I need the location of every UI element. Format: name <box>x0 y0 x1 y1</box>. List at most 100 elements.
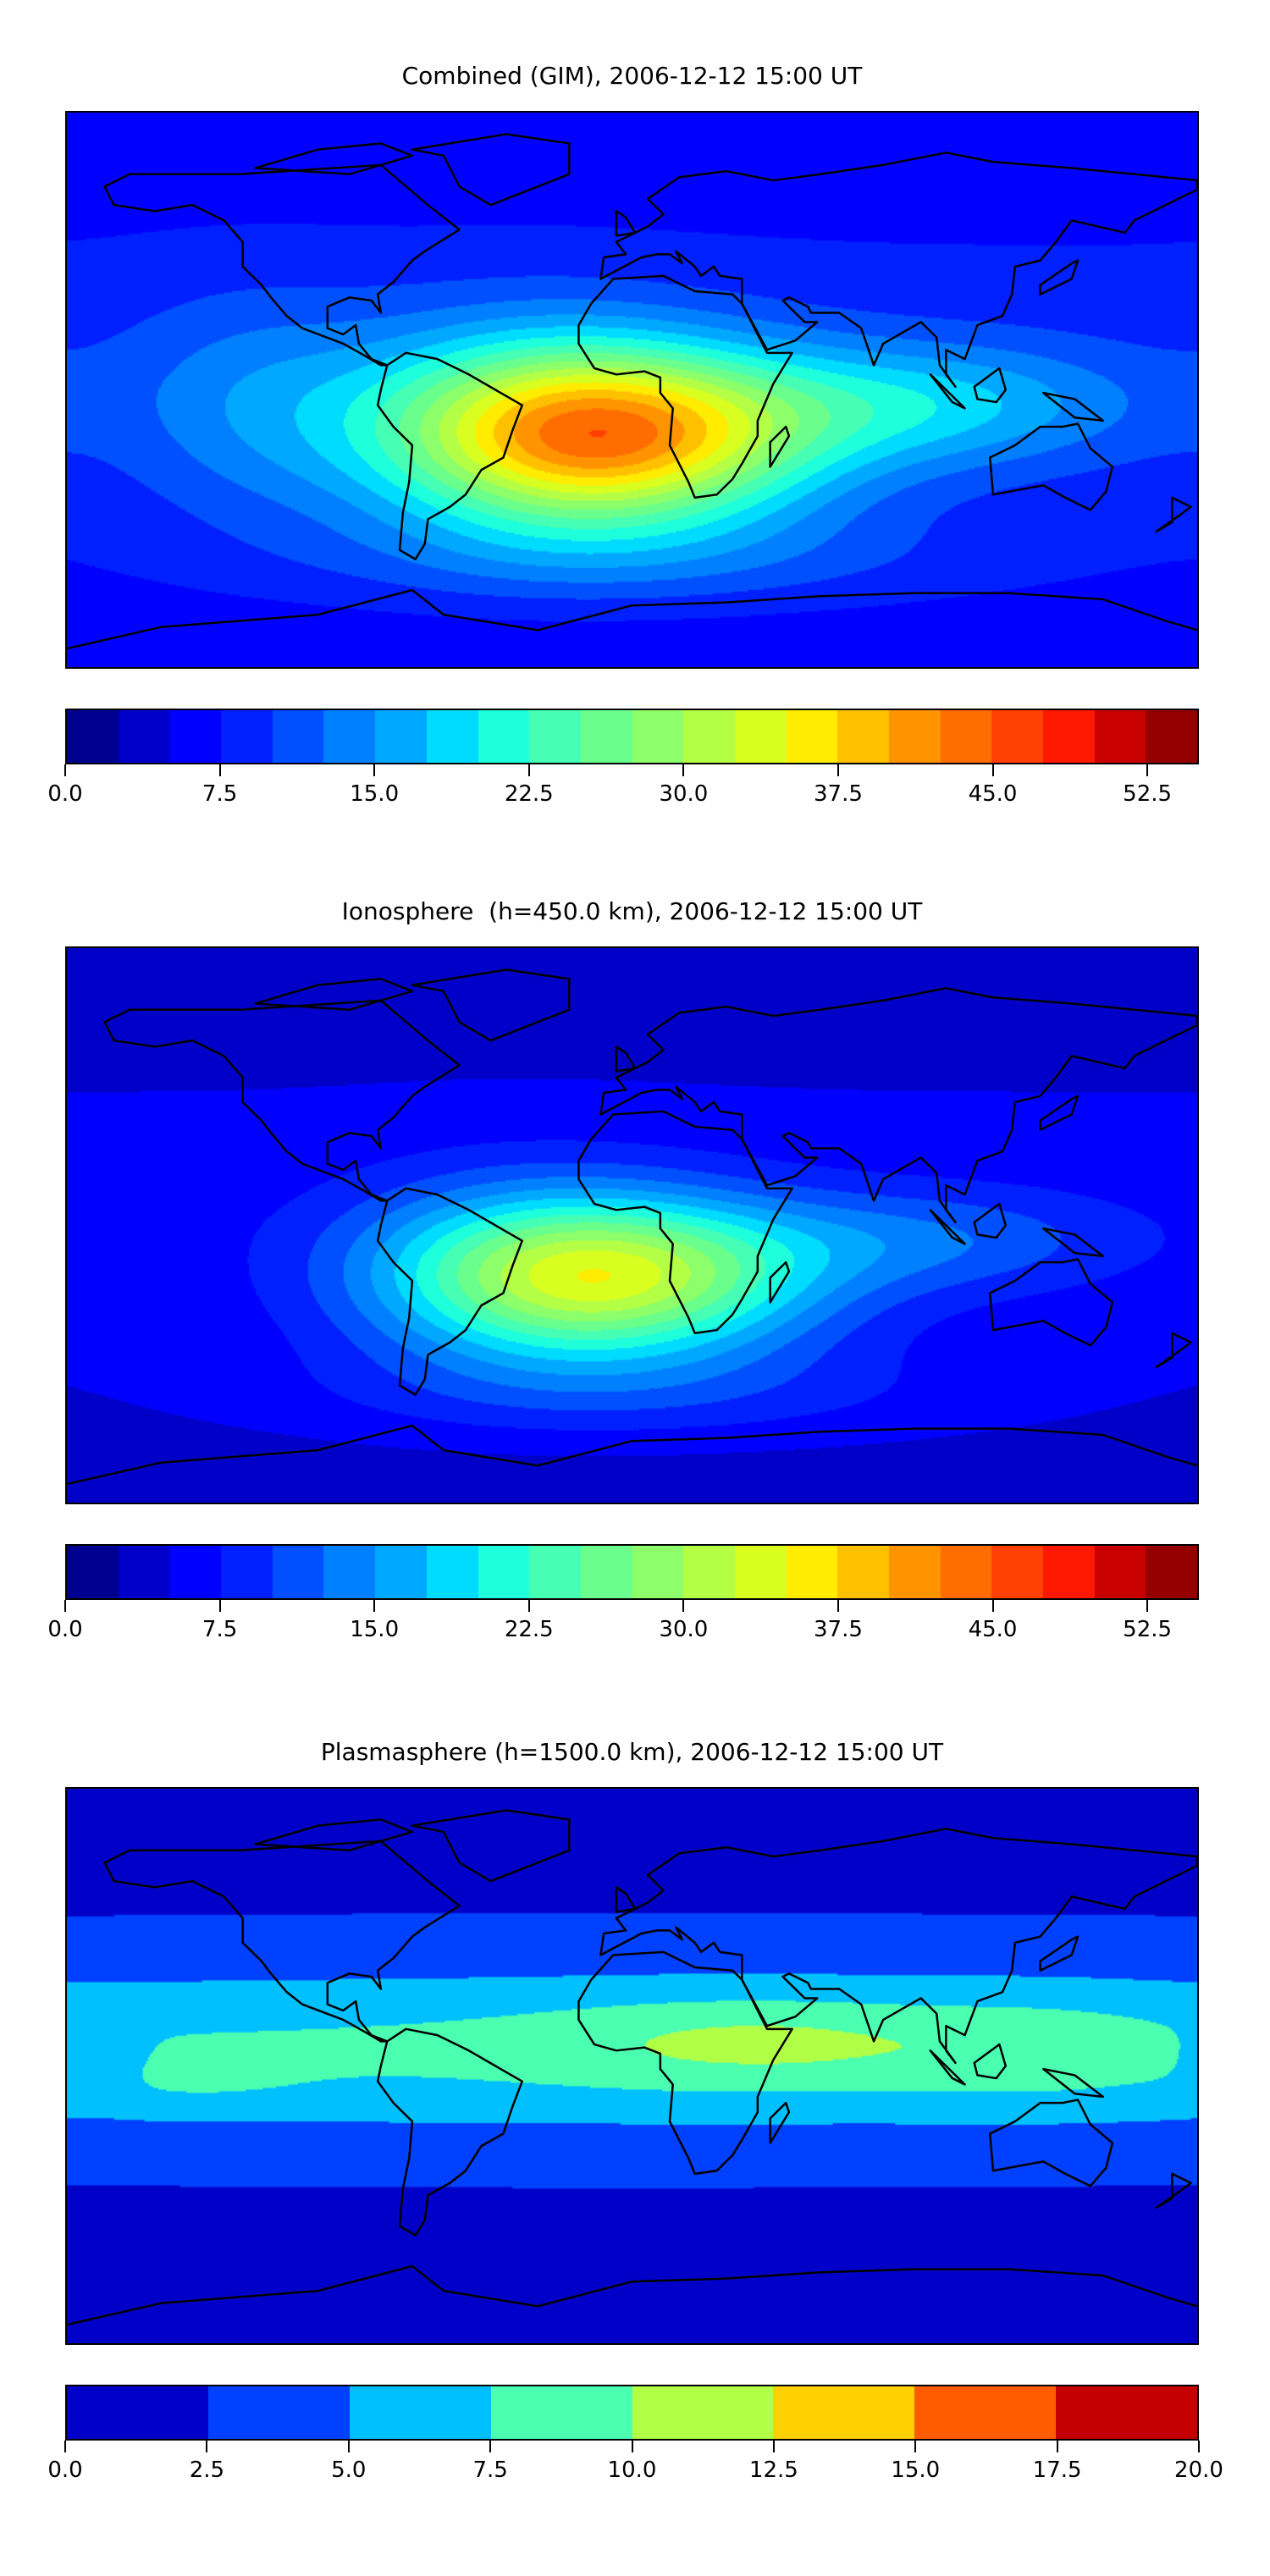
colorbar-tick <box>631 2441 633 2452</box>
colorbar-segment <box>272 1546 324 1598</box>
coastline <box>990 1260 1113 1346</box>
colorbar-segment <box>529 710 581 763</box>
colorbar-tick-label: 12.5 <box>748 2457 798 2483</box>
colorbar-segment <box>207 2386 350 2439</box>
colorbar <box>65 709 1199 764</box>
coastline <box>578 1952 792 2174</box>
coastline <box>1043 2069 1102 2097</box>
colorbar-segment <box>940 710 992 763</box>
colorbar-tick-label: 15.0 <box>350 781 400 807</box>
coastline <box>616 1887 635 1911</box>
panel-combined: Combined (GIM), 2006-12-12 15:00 UT 0.0 7… <box>0 62 1270 900</box>
coastline <box>770 1262 789 1302</box>
coastline <box>930 374 965 408</box>
colorbar-tick-label: 0.0 <box>47 1617 83 1642</box>
coastline <box>770 2103 789 2143</box>
colorbar-segment <box>375 710 427 763</box>
colorbar-tick <box>1056 2441 1058 2452</box>
colorbar-segment <box>323 1546 376 1598</box>
tec-map-combined <box>65 111 1199 669</box>
colorbar-segment <box>375 1546 427 1598</box>
colorbar-segment <box>272 710 324 763</box>
colorbar-tick-label: 15.0 <box>891 2457 941 2483</box>
colorbar-tick-label: 7.5 <box>202 781 238 807</box>
coastline <box>105 1001 460 1201</box>
coastline <box>600 988 1197 1222</box>
colorbar-segment <box>323 710 376 763</box>
colorbar-segment <box>1146 1546 1198 1598</box>
coastline <box>412 134 569 205</box>
colorbar-tick-label: 45.0 <box>968 1617 1018 1642</box>
colorbar-tick <box>837 764 839 776</box>
colorbar-segment <box>683 1546 735 1598</box>
colorbar-tick <box>527 764 530 776</box>
colorbar-tick-label: 37.5 <box>814 1617 863 1642</box>
colorbar-segment <box>169 710 222 763</box>
colorbar-segment <box>632 1546 684 1598</box>
colorbar-ticks: 0.0 7.5 15.0 22.5 30.0 37.5 45.0 52.5 <box>47 764 1199 815</box>
coastline <box>990 2100 1113 2187</box>
colorbar-tick-label: 30.0 <box>659 1617 709 1642</box>
tec-contour-field <box>67 113 1197 667</box>
colorbar-segment <box>118 710 170 763</box>
colorbar-segment <box>1043 1546 1095 1598</box>
colorbar-tick <box>1198 2441 1200 2452</box>
colorbar-tick <box>1146 1600 1149 1612</box>
colorbar-segment <box>734 1546 787 1598</box>
colorbar-tick-label: 22.5 <box>504 781 554 807</box>
tec-map-plasmasphere <box>65 1787 1199 2345</box>
colorbar-tick-label: 15.0 <box>350 1617 400 1642</box>
colorbar-ticks: 0.0 2.5 5.0 7.5 10.0 12.5 15.0 17.5 20.0 <box>47 2441 1223 2491</box>
colorbar-segment <box>1094 710 1146 763</box>
coastline <box>975 1204 1006 1238</box>
coastline <box>378 353 522 560</box>
coastlines <box>67 113 1197 667</box>
coastline <box>990 424 1113 510</box>
colorbar-tick <box>373 764 376 776</box>
colorbar-tick-label: 0.0 <box>47 2457 83 2483</box>
colorbar-tick <box>527 1600 530 1612</box>
colorbar-segment <box>67 710 119 763</box>
colorbar-segment <box>1094 1546 1146 1598</box>
colorbar-tick-label: 52.5 <box>1123 1617 1173 1642</box>
colorbar-segment <box>478 710 530 763</box>
coastline-antarctica <box>67 2266 1197 2325</box>
colorbar-tick <box>218 1600 221 1612</box>
coastline <box>1041 1096 1079 1130</box>
colorbar-segment <box>940 1546 992 1598</box>
colorbar-tick-label: 7.5 <box>472 2457 508 2483</box>
colorbar-segment <box>478 1546 530 1598</box>
coastline <box>616 1046 635 1071</box>
colorbar-tick-label: 37.5 <box>814 781 863 807</box>
map-title: Ionosphere (h=450.0 km), 2006-12-12 15:0… <box>341 897 923 925</box>
colorbar-segment <box>683 710 735 763</box>
coastline <box>1157 498 1191 532</box>
colorbar <box>65 1544 1199 1600</box>
colorbar-segment <box>221 710 273 763</box>
colorbar-tick <box>1146 764 1149 776</box>
colorbar-segment <box>580 710 632 763</box>
panel-plasmasphere: Plasmasphere (h=1500.0 km), 2006-12-12 1… <box>0 1738 1270 2576</box>
tec-map-ionosphere <box>65 946 1199 1504</box>
colorbar-tick <box>206 2441 208 2452</box>
coastline <box>1041 1937 1079 1971</box>
coastline <box>256 979 412 1009</box>
colorbar-segment <box>67 1546 119 1598</box>
colorbar-segment <box>991 1546 1044 1598</box>
coastline <box>1043 393 1102 421</box>
colorbar-segment <box>734 710 787 763</box>
coastline <box>770 427 789 466</box>
colorbar-segment <box>1146 710 1198 763</box>
coastlines <box>67 948 1197 1503</box>
colorbar-tick-label: 52.5 <box>1123 781 1173 807</box>
colorbar-tick-label: 30.0 <box>659 781 709 807</box>
colorbar-tick-label: 7.5 <box>202 1617 238 1642</box>
colorbar-segment <box>118 1546 170 1598</box>
coastline <box>975 368 1006 402</box>
coastline <box>378 2029 522 2236</box>
colorbar-tick <box>991 1600 994 1612</box>
colorbar-tick <box>682 764 685 776</box>
coastline <box>600 152 1197 387</box>
colorbar-segment <box>67 2386 208 2439</box>
coastline <box>1041 261 1079 295</box>
